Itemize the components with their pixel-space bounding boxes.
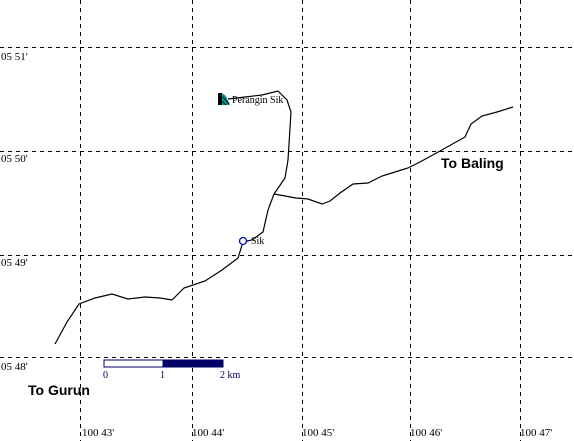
road-to-baling	[273, 106, 514, 205]
direction-label-to-baling: To Baling	[441, 155, 504, 171]
scale-bar: 0 1 2 km	[103, 359, 241, 381]
lat-label-2: 05 50'	[1, 153, 28, 165]
lon-label-2: 100 44'	[192, 427, 224, 439]
lat-label-4: 05 48'	[1, 361, 28, 373]
scale-label-2: 2 km	[220, 370, 241, 381]
lat-label-3: 05 49'	[1, 257, 28, 269]
waterfall-icon[interactable]	[218, 93, 230, 106]
road-gurun-sik	[54, 241, 244, 345]
lat-label-1: 05 51'	[1, 51, 28, 63]
direction-label-to-gurun: To Gurun	[28, 382, 90, 398]
scale-bar-segment-1	[103, 359, 164, 368]
road-sik-perangin	[227, 90, 292, 243]
place-label-perangin-sik: Perangin Sik	[232, 95, 283, 106]
lon-label-1: 100 43'	[82, 427, 114, 439]
lon-label-5: 100 47'	[520, 427, 552, 439]
lon-label-4: 100 46'	[410, 427, 442, 439]
town-marker-icon[interactable]	[238, 236, 248, 246]
lon-label-3: 100 45'	[302, 427, 334, 439]
place-label-sik: Sik	[251, 236, 264, 247]
scale-bar-segment-2	[162, 359, 224, 368]
scale-label-1: 1	[160, 370, 165, 381]
scale-label-0: 0	[103, 370, 108, 381]
roads	[54, 90, 514, 345]
